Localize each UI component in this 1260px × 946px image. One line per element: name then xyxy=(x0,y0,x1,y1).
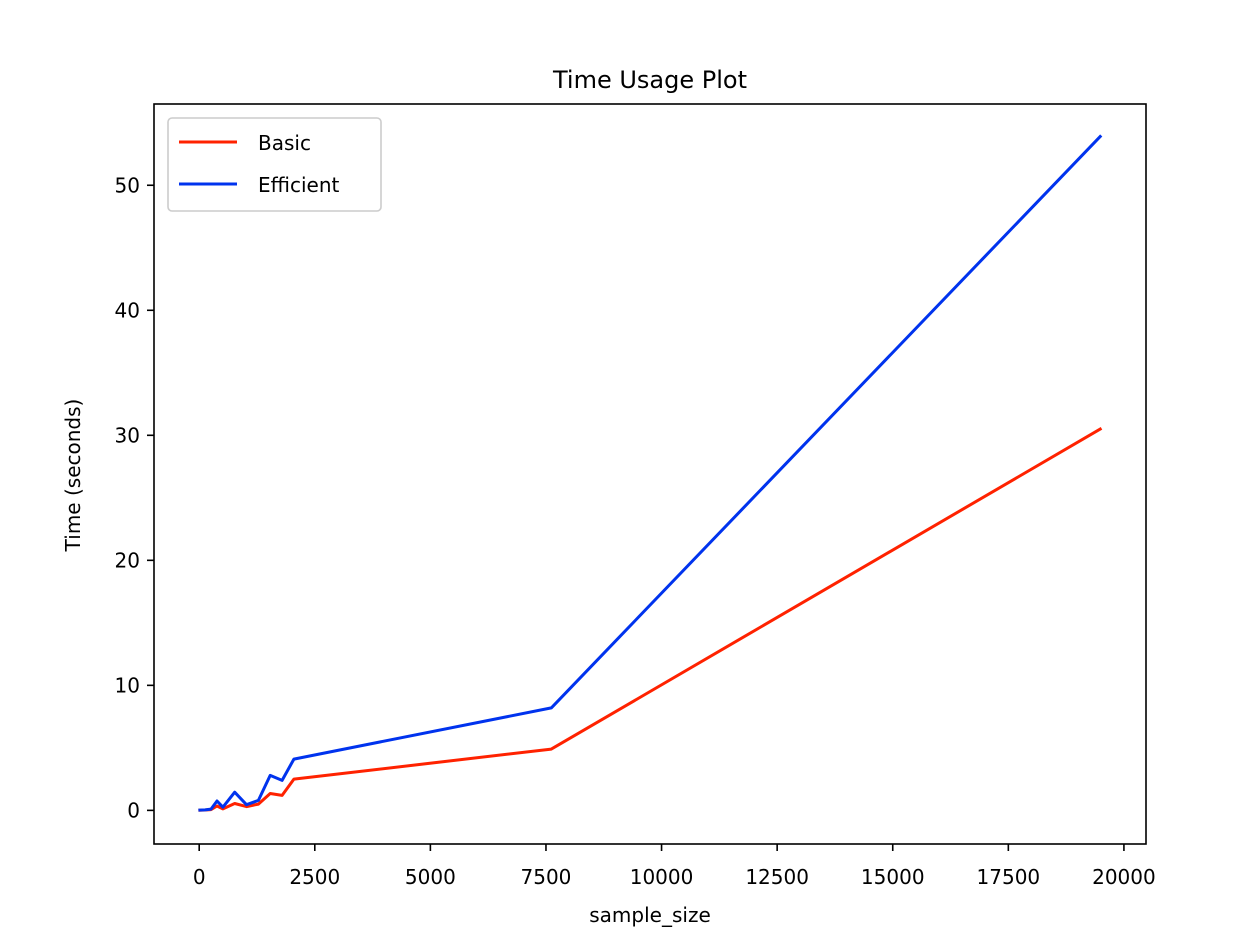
x-tick-label: 10000 xyxy=(630,865,694,889)
y-axis-label: Time (seconds) xyxy=(61,399,85,553)
y-tick-label: 50 xyxy=(115,173,140,197)
axes-layer: 0 2500 5000 7500 10000 12500 15000 17500 20000 0 1… xyxy=(115,103,1156,889)
x-tick-label: 12500 xyxy=(745,865,809,889)
y-tick-label: 0 xyxy=(127,798,140,822)
plot-background xyxy=(154,104,1146,844)
legend-label-efficient: Efficient xyxy=(258,173,340,197)
x-axis-label: sample_size xyxy=(589,903,711,927)
x-tick-label: 0 xyxy=(193,865,206,889)
y-tick-label: 30 xyxy=(115,423,140,447)
x-tick-label: 20000 xyxy=(1092,865,1156,889)
y-tick-label: 20 xyxy=(115,548,140,572)
x-tick-label: 15000 xyxy=(861,865,925,889)
x-tick-label: 2500 xyxy=(289,865,340,889)
series-line-efficient xyxy=(198,134,1103,812)
legend-label-basic: Basic xyxy=(258,131,311,155)
y-tick-label: 10 xyxy=(115,673,140,697)
plot-area xyxy=(154,104,1146,844)
x-tick-label: 17500 xyxy=(977,865,1041,889)
x-tick-label: 5000 xyxy=(405,865,456,889)
x-tick-label: 7500 xyxy=(521,865,572,889)
plot-frame xyxy=(153,103,1147,845)
series-layer xyxy=(198,134,1103,812)
legend: Basic Efficient xyxy=(167,117,382,212)
chart-title: Time Usage Plot xyxy=(552,66,747,94)
y-tick-label: 40 xyxy=(115,298,140,322)
